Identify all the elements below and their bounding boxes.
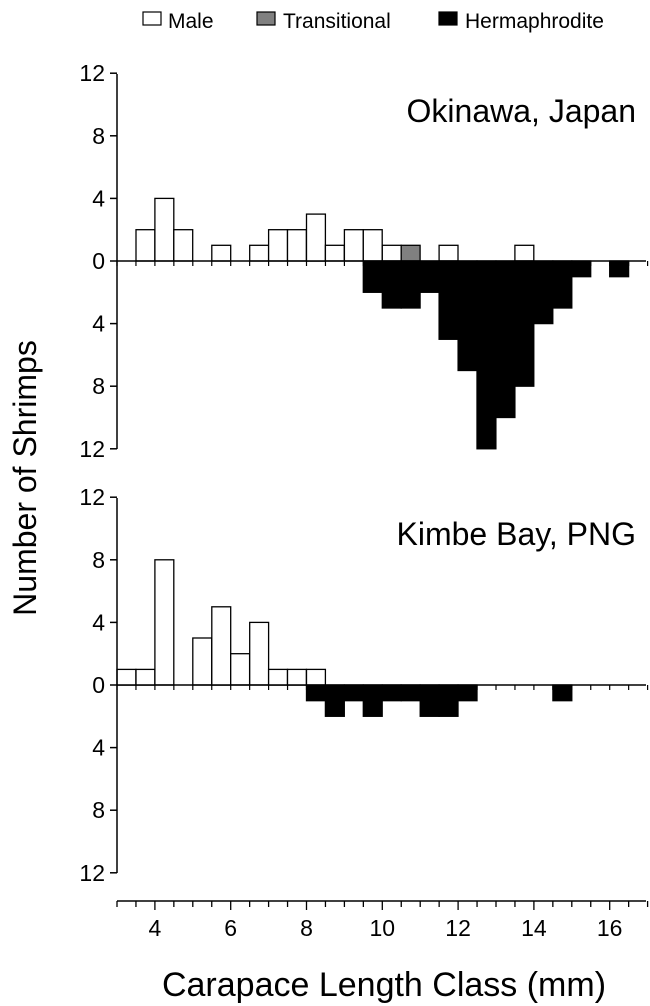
bar-okinawa-male-9 (343, 229, 364, 262)
legend-label-hermaphrodite: Hermaphrodite (465, 10, 604, 33)
x-tick-label: 16 (597, 915, 623, 941)
panel-title-okinawa: Okinawa, Japan (407, 93, 636, 129)
bar-okinawa-hermaphrodite-10 (552, 260, 573, 309)
bar-okinawa-male-6 (286, 229, 308, 262)
bar-kimbe-male-0 (116, 668, 137, 686)
bar-kimbe-hermaphrodite-4 (381, 684, 402, 702)
legend-label-transitional: Transitional (283, 10, 391, 33)
y-tick-label-okinawa: 4 (92, 185, 105, 211)
legend: Male Transitional Hermaphrodite (142, 10, 604, 33)
y-tick-label-okinawa: 12 (79, 60, 105, 86)
bar-okinawa-male-3 (211, 244, 232, 262)
y-tick-label-okinawa: 8 (92, 123, 105, 149)
legend-swatch-hermaphrodite (438, 11, 458, 26)
x-tick-label: 4 (149, 915, 162, 941)
x-tick-label: 6 (224, 915, 237, 941)
bar-kimbe-male-3 (192, 637, 213, 686)
bar-kimbe-male-8 (286, 668, 308, 686)
bar-okinawa-male-13 (514, 244, 535, 262)
bar-okinawa-hermaphrodite-4 (438, 260, 459, 340)
bar-okinawa-male-5 (267, 229, 289, 262)
bar-okinawa-male-11 (381, 244, 402, 262)
bar-kimbe-male-1 (135, 668, 156, 686)
bar-okinawa-male-2 (173, 229, 194, 262)
bar-okinawa-hermaphrodite-3 (419, 260, 440, 293)
panel-kimbe: 12 8 4 0 4 8 12 (79, 484, 649, 886)
y-tick-label-okinawa: 12 (79, 436, 105, 462)
bar-kimbe-hermaphrodite-0 (305, 684, 327, 702)
bar-kimbe-hermaphrodite-1 (324, 684, 345, 717)
y-tick-label-kimbe: 12 (79, 860, 105, 886)
bar-okinawa-male-0 (135, 229, 156, 262)
bar-okinawa-hermaphrodite-1 (381, 260, 402, 309)
y-tick-label-kimbe: 8 (92, 797, 105, 823)
x-tick-label: 8 (300, 915, 313, 941)
bar-kimbe-hermaphrodite-9 (552, 684, 573, 702)
bar-okinawa-male-7 (305, 213, 327, 262)
bar-okinawa-hermaphrodite-9 (533, 260, 554, 325)
y-tick-label-kimbe: 12 (79, 484, 105, 510)
legend-swatch-transitional (256, 11, 276, 26)
bar-okinawa-male-1 (154, 197, 175, 262)
bar-okinawa-hermaphrodite-6 (476, 260, 497, 450)
panel-title-kimbe: Kimbe Bay, PNG (397, 516, 636, 552)
bar-okinawa-hermaphrodite-5 (457, 260, 478, 372)
bar-kimbe-male-9 (305, 668, 327, 686)
legend-label-male: Male (168, 10, 214, 33)
bar-okinawa-transitional-0 (400, 244, 421, 262)
bar-okinawa-hermaphrodite-7 (495, 260, 516, 419)
bar-okinawa-male-4 (249, 244, 270, 262)
legend-swatch-male (142, 11, 162, 26)
bar-okinawa-male-8 (324, 244, 345, 262)
y-tick-label-kimbe: 4 (92, 609, 105, 635)
panel-okinawa: 12 8 4 0 4 8 12 (79, 60, 649, 462)
bar-okinawa-hermaphrodite-0 (362, 260, 383, 293)
bar-kimbe-male-6 (249, 621, 270, 686)
bar-okinawa-hermaphrodite-11 (571, 260, 592, 278)
bar-kimbe-hermaphrodite-5 (400, 684, 421, 702)
bar-okinawa-hermaphrodite-2 (400, 260, 421, 309)
x-axis-label: Carapace Length Class (mm) (162, 966, 606, 1004)
bar-okinawa-male-10 (362, 229, 383, 262)
bar-kimbe-hermaphrodite-3 (362, 684, 383, 717)
y-tick-label-kimbe: 8 (92, 547, 105, 573)
x-tick-label: 10 (370, 915, 396, 941)
y-tick-label-kimbe: 0 (92, 672, 105, 698)
x-tick-label: 12 (445, 915, 471, 941)
bar-kimbe-male-4 (211, 606, 232, 686)
x-tick-label: 14 (521, 915, 547, 941)
y-tick-label-okinawa: 8 (92, 373, 105, 399)
bar-kimbe-hermaphrodite-6 (419, 684, 440, 717)
bar-kimbe-hermaphrodite-8 (457, 684, 478, 702)
bar-kimbe-male-5 (230, 653, 251, 686)
bar-okinawa-hermaphrodite-8 (514, 260, 535, 387)
x-axis: 4 6 8 10 12 14 16 (116, 900, 649, 941)
bar-okinawa-male-12 (438, 244, 459, 262)
y-tick-label-okinawa: 0 (92, 248, 105, 274)
bar-kimbe-hermaphrodite-2 (343, 684, 364, 702)
bar-kimbe-hermaphrodite-7 (438, 684, 459, 717)
bar-kimbe-male-2 (154, 559, 175, 686)
y-tick-label-kimbe: 4 (92, 735, 105, 761)
bar-kimbe-male-7 (267, 668, 289, 686)
y-tick-label-okinawa: 4 (92, 311, 105, 337)
bar-okinawa-hermaphrodite-12 (609, 260, 630, 278)
y-axis-label: Number of Shrimps (7, 340, 43, 616)
